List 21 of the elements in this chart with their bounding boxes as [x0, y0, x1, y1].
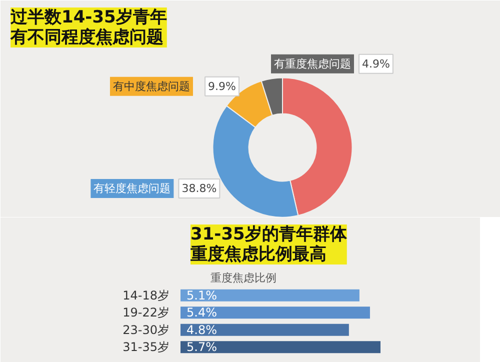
y-tick-label: 19-22岁 — [122, 306, 170, 320]
bar — [180, 289, 360, 302]
chart-title: 过半数14-35岁青年有不同程度焦虑问题 — [10, 8, 167, 48]
y-tick-label: 23-30岁 — [122, 322, 170, 337]
data-label: 5.1% — [186, 288, 217, 302]
y-tick-label: 31-35岁 — [122, 340, 170, 354]
slice-label: 有中度焦虑问题 — [112, 80, 190, 93]
slice-label: 有重度焦虑问题 — [274, 57, 351, 70]
chart-subtitle: 重度焦虑比例 — [210, 272, 276, 285]
bar — [180, 341, 380, 354]
data-label: 4.9% — [362, 57, 390, 70]
y-tick-label: 14-18岁 — [122, 288, 170, 302]
data-label: 38.8% — [182, 182, 217, 195]
chart-title: 31-35岁的青年群体重度焦虑比例最高 — [190, 224, 348, 264]
slice-label: 有轻度焦虑问题 — [94, 182, 171, 195]
data-label: 5.4% — [186, 306, 217, 320]
bar — [180, 324, 349, 336]
data-label: 5.7% — [186, 340, 217, 354]
data-label: 9.9% — [208, 80, 236, 93]
bar — [180, 306, 370, 319]
data-label: 4.8% — [186, 322, 217, 337]
